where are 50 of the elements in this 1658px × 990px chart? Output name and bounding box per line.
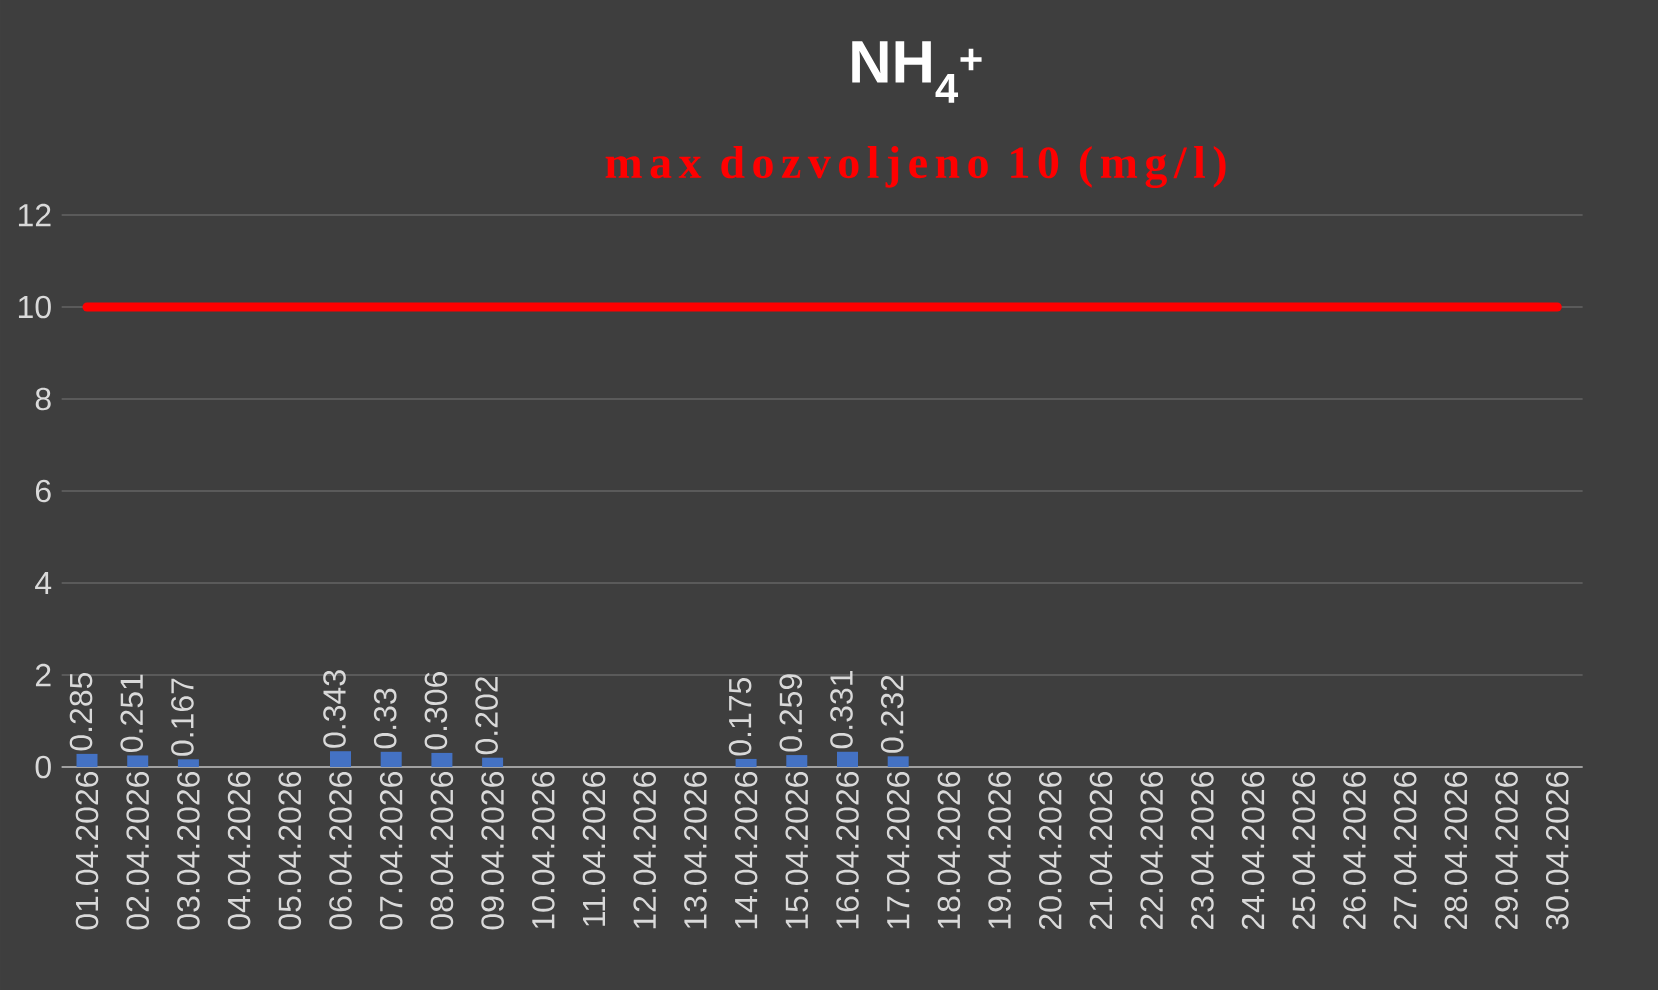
data-label: 0.175 — [728, 678, 752, 756]
x-tick-label: 07.04.2026 — [379, 771, 403, 930]
chart-title: NH$_{4}$+ — [852, 41, 982, 103]
data-label: 0.251 — [120, 674, 144, 752]
x-tick-label: 10.04.2026 — [531, 771, 555, 929]
x-tick-label: 30.04.2026 — [1545, 771, 1569, 930]
y-tick-label: 12 — [18, 203, 51, 227]
x-tick-label: 27.04.2026 — [1393, 771, 1417, 930]
data-label: 0.343 — [323, 670, 346, 748]
x-tick-label: 25.04.2026 — [1292, 771, 1316, 930]
y-tick-label: 2 — [35, 663, 51, 687]
data-label: 0.33 — [373, 688, 397, 749]
x-tick-label: 15.04.2026 — [785, 771, 809, 929]
data-label: 0.232 — [880, 675, 904, 753]
x-tick-label: 14.04.2026 — [734, 771, 758, 929]
x-tick-label: 20.04.2026 — [1038, 771, 1062, 930]
x-tick-label: 06.04.2026 — [329, 771, 352, 930]
x-tick-label: 08.04.2026 — [430, 771, 454, 930]
y-tick-label: 0 — [35, 755, 51, 779]
x-tick-label: 18.04.2026 — [937, 771, 961, 929]
x-tick-label: 19.04.2026 — [988, 771, 1011, 929]
y-tick-label: 6 — [35, 479, 51, 503]
data-label: 0.285 — [69, 672, 93, 751]
data-label: 0.306 — [424, 672, 448, 750]
x-tick-label: 26.04.2026 — [1343, 771, 1366, 930]
x-tick-label: 12.04.2026 — [633, 771, 657, 929]
x-tick-label: 22.04.2026 — [1140, 771, 1164, 930]
x-tick-label: 01.04.2026 — [75, 771, 99, 930]
x-tick-label: 02.04.2026 — [126, 771, 150, 930]
y-tick-label: 4 — [35, 571, 52, 594]
x-tick-label: 11.04.2026 — [582, 771, 606, 926]
x-tick-label: 03.04.2026 — [177, 771, 200, 930]
x-tick-label: 17.04.2026 — [886, 771, 910, 929]
data-label: 0.259 — [779, 674, 803, 752]
data-label: 0.202 — [475, 677, 498, 755]
x-tick-label: 23.04.2026 — [1191, 771, 1214, 930]
x-tick-label: 16.04.2026 — [836, 771, 859, 929]
x-tick-label: 28.04.2026 — [1444, 771, 1468, 930]
y-tick-label: 10 — [18, 295, 51, 319]
x-tick-label: 05.04.2026 — [278, 771, 302, 930]
x-tick-label: 09.04.2026 — [481, 771, 504, 930]
x-tick-label: 24.04.2026 — [1241, 771, 1265, 930]
x-tick-label: 21.04.2026 — [1089, 771, 1113, 930]
data-label: 0.167 — [171, 678, 194, 756]
y-tick-label: 8 — [35, 387, 51, 411]
chart-subtitle: max dozvoljeno 10 (mg/l) — [605, 145, 1226, 189]
x-tick-label: 04.04.2026 — [227, 771, 251, 930]
x-tick-label: 29.04.2026 — [1495, 771, 1518, 930]
data-label: 0.331 — [830, 671, 853, 749]
x-tick-label: 13.04.2026 — [684, 771, 707, 929]
